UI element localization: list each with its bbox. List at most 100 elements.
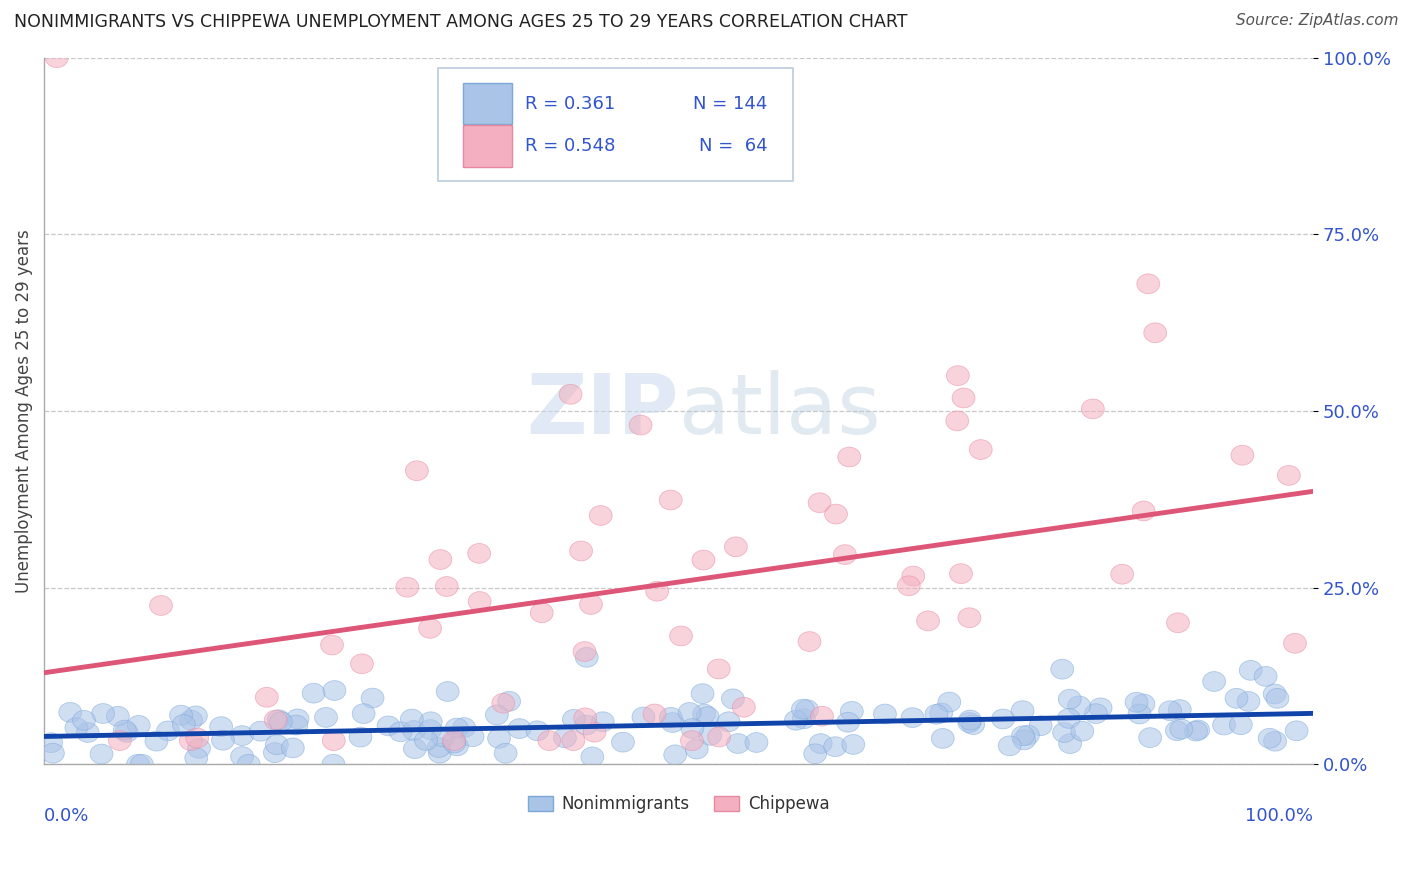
Ellipse shape (186, 728, 208, 748)
Ellipse shape (1168, 699, 1191, 720)
Ellipse shape (931, 729, 955, 748)
Ellipse shape (917, 611, 939, 631)
Ellipse shape (785, 710, 807, 731)
Ellipse shape (946, 366, 969, 385)
Ellipse shape (436, 576, 458, 597)
Ellipse shape (45, 48, 69, 68)
Ellipse shape (792, 699, 814, 719)
Ellipse shape (1050, 659, 1074, 679)
Ellipse shape (569, 541, 592, 561)
Ellipse shape (1232, 445, 1254, 465)
Ellipse shape (925, 705, 948, 724)
Ellipse shape (1139, 728, 1161, 747)
Ellipse shape (361, 688, 384, 708)
Ellipse shape (1090, 698, 1112, 718)
Ellipse shape (799, 632, 821, 651)
Ellipse shape (446, 736, 468, 756)
Ellipse shape (969, 440, 993, 459)
Text: Source: ZipAtlas.com: Source: ZipAtlas.com (1236, 13, 1399, 29)
Ellipse shape (180, 710, 202, 730)
Ellipse shape (897, 576, 920, 596)
Ellipse shape (42, 743, 65, 763)
Ellipse shape (630, 415, 652, 435)
Ellipse shape (834, 545, 856, 565)
Ellipse shape (681, 719, 704, 739)
Ellipse shape (127, 755, 149, 774)
Ellipse shape (1229, 714, 1253, 735)
Ellipse shape (946, 411, 969, 431)
Ellipse shape (429, 549, 451, 569)
Ellipse shape (804, 744, 827, 764)
Ellipse shape (453, 718, 475, 738)
Ellipse shape (633, 707, 655, 727)
Ellipse shape (419, 712, 441, 731)
Ellipse shape (1170, 719, 1192, 739)
Ellipse shape (562, 731, 585, 750)
Ellipse shape (659, 490, 682, 510)
Ellipse shape (1053, 723, 1076, 742)
Ellipse shape (184, 706, 207, 726)
Ellipse shape (1128, 704, 1152, 723)
Ellipse shape (231, 747, 253, 766)
Ellipse shape (901, 707, 924, 728)
Ellipse shape (1017, 725, 1039, 745)
Ellipse shape (526, 721, 548, 740)
Text: R = 0.361: R = 0.361 (524, 95, 616, 112)
Ellipse shape (538, 731, 561, 750)
Ellipse shape (443, 731, 465, 750)
Ellipse shape (131, 755, 153, 774)
Ellipse shape (589, 506, 612, 525)
Text: N =  64: N = 64 (699, 137, 768, 155)
Ellipse shape (1166, 721, 1188, 740)
Ellipse shape (1258, 729, 1281, 748)
Ellipse shape (108, 731, 131, 750)
Ellipse shape (838, 447, 860, 467)
Ellipse shape (810, 706, 834, 726)
Ellipse shape (583, 723, 606, 742)
Ellipse shape (322, 731, 346, 750)
Ellipse shape (1144, 323, 1167, 343)
Ellipse shape (661, 713, 683, 732)
Ellipse shape (796, 699, 818, 720)
Ellipse shape (187, 739, 211, 758)
Ellipse shape (808, 493, 831, 513)
Ellipse shape (581, 747, 603, 767)
Ellipse shape (494, 743, 517, 764)
Ellipse shape (285, 715, 308, 735)
Ellipse shape (315, 707, 337, 727)
Ellipse shape (209, 717, 232, 737)
Ellipse shape (745, 732, 768, 752)
Ellipse shape (938, 692, 960, 712)
Ellipse shape (562, 709, 585, 730)
Ellipse shape (402, 721, 425, 740)
Ellipse shape (419, 720, 441, 739)
Ellipse shape (353, 704, 375, 723)
Ellipse shape (149, 596, 173, 615)
Ellipse shape (1225, 689, 1249, 708)
Ellipse shape (1081, 399, 1104, 418)
Ellipse shape (231, 726, 253, 746)
Ellipse shape (707, 727, 731, 747)
Ellipse shape (717, 712, 740, 731)
Ellipse shape (699, 725, 721, 745)
Ellipse shape (793, 709, 815, 729)
Ellipse shape (1059, 734, 1081, 754)
Ellipse shape (957, 713, 981, 732)
Ellipse shape (1212, 715, 1236, 735)
Y-axis label: Unemployment Among Ages 25 to 29 years: Unemployment Among Ages 25 to 29 years (15, 229, 32, 593)
Ellipse shape (696, 706, 718, 726)
Ellipse shape (91, 704, 114, 723)
Ellipse shape (211, 731, 235, 750)
Ellipse shape (432, 727, 454, 747)
Ellipse shape (461, 727, 484, 747)
Ellipse shape (1237, 691, 1260, 711)
Ellipse shape (685, 739, 709, 759)
Ellipse shape (692, 684, 714, 704)
Ellipse shape (724, 537, 748, 557)
Ellipse shape (837, 713, 859, 732)
Ellipse shape (681, 731, 703, 750)
Ellipse shape (1084, 704, 1108, 723)
Ellipse shape (693, 704, 716, 724)
Ellipse shape (349, 727, 373, 747)
Ellipse shape (322, 755, 344, 774)
